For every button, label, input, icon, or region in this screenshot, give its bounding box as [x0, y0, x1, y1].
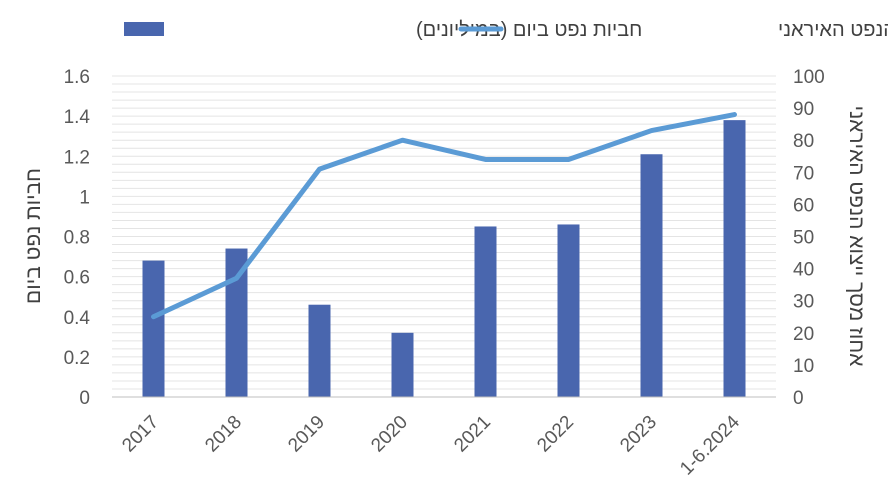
left-y-tick-label: 1.2 [64, 147, 90, 168]
x-tick-label: 2022 [533, 412, 578, 457]
x-tick-label: 2018 [201, 412, 246, 457]
right-y-tick-label: 70 [793, 163, 814, 184]
right-y-tick-label: 0 [793, 388, 804, 409]
right-y-tick-label: 10 [793, 356, 814, 377]
right-axis-title: אחוז מסך ייצוא הנפט האיראני [845, 106, 868, 367]
right-y-tick-label: 40 [793, 260, 814, 281]
bar [474, 226, 497, 397]
bar [391, 332, 414, 397]
left-y-tick-label: 0.6 [64, 268, 90, 289]
legend: חביות נפט ביום (במיליונים) אחוז מסך ייצו… [124, 19, 888, 41]
bar-series [142, 120, 746, 397]
left-y-tick-label: 1.6 [64, 67, 90, 88]
left-y-tick-label: 0.4 [64, 308, 91, 329]
legend-line-label: אחוז מסך ייצוא הנפט האיראני [778, 19, 888, 41]
bar [142, 260, 165, 397]
x-tick-label: 2023 [616, 412, 661, 457]
right-y-tick-label: 20 [793, 324, 814, 345]
left-y-tick-label: 1.4 [64, 107, 91, 128]
bar [557, 224, 580, 397]
right-y-tick-label: 90 [793, 99, 814, 120]
bar [308, 304, 331, 397]
right-y-tick-label: 60 [793, 195, 814, 216]
left-y-tick-label: 0.8 [64, 228, 90, 249]
x-tick-label: 1-6.2024 [676, 411, 744, 479]
bar [640, 154, 663, 397]
left-y-tick-label: 0 [79, 388, 90, 409]
line-series [151, 112, 737, 320]
x-tick-label: 2017 [118, 412, 163, 457]
bar [723, 120, 746, 397]
series-line [151, 112, 737, 320]
right-y-tick-label: 50 [793, 228, 814, 249]
x-tick-label: 2019 [284, 412, 329, 457]
bar [225, 248, 248, 397]
left-y-tick-label: 1 [79, 187, 90, 208]
legend-bar-swatch [124, 22, 164, 36]
left-y-tick-label: 0.2 [64, 348, 90, 369]
x-tick-label: 2021 [450, 412, 495, 457]
right-y-tick-label: 30 [793, 292, 814, 313]
x-tick-label: 2020 [367, 412, 412, 457]
right-y-tick-label: 80 [793, 131, 814, 152]
legend-bar-label: חביות נפט ביום (במיליונים) [416, 19, 642, 41]
axes: 0 0.2 0.4 0.6 0.8 1 1.2 1.4 1.6 0 10 20 30 40 50 60 70 80… [64, 67, 825, 480]
left-axis-title: חביות נפט ביום [22, 168, 45, 304]
gridlines [112, 75, 776, 398]
right-y-tick-label: 100 [793, 67, 825, 88]
